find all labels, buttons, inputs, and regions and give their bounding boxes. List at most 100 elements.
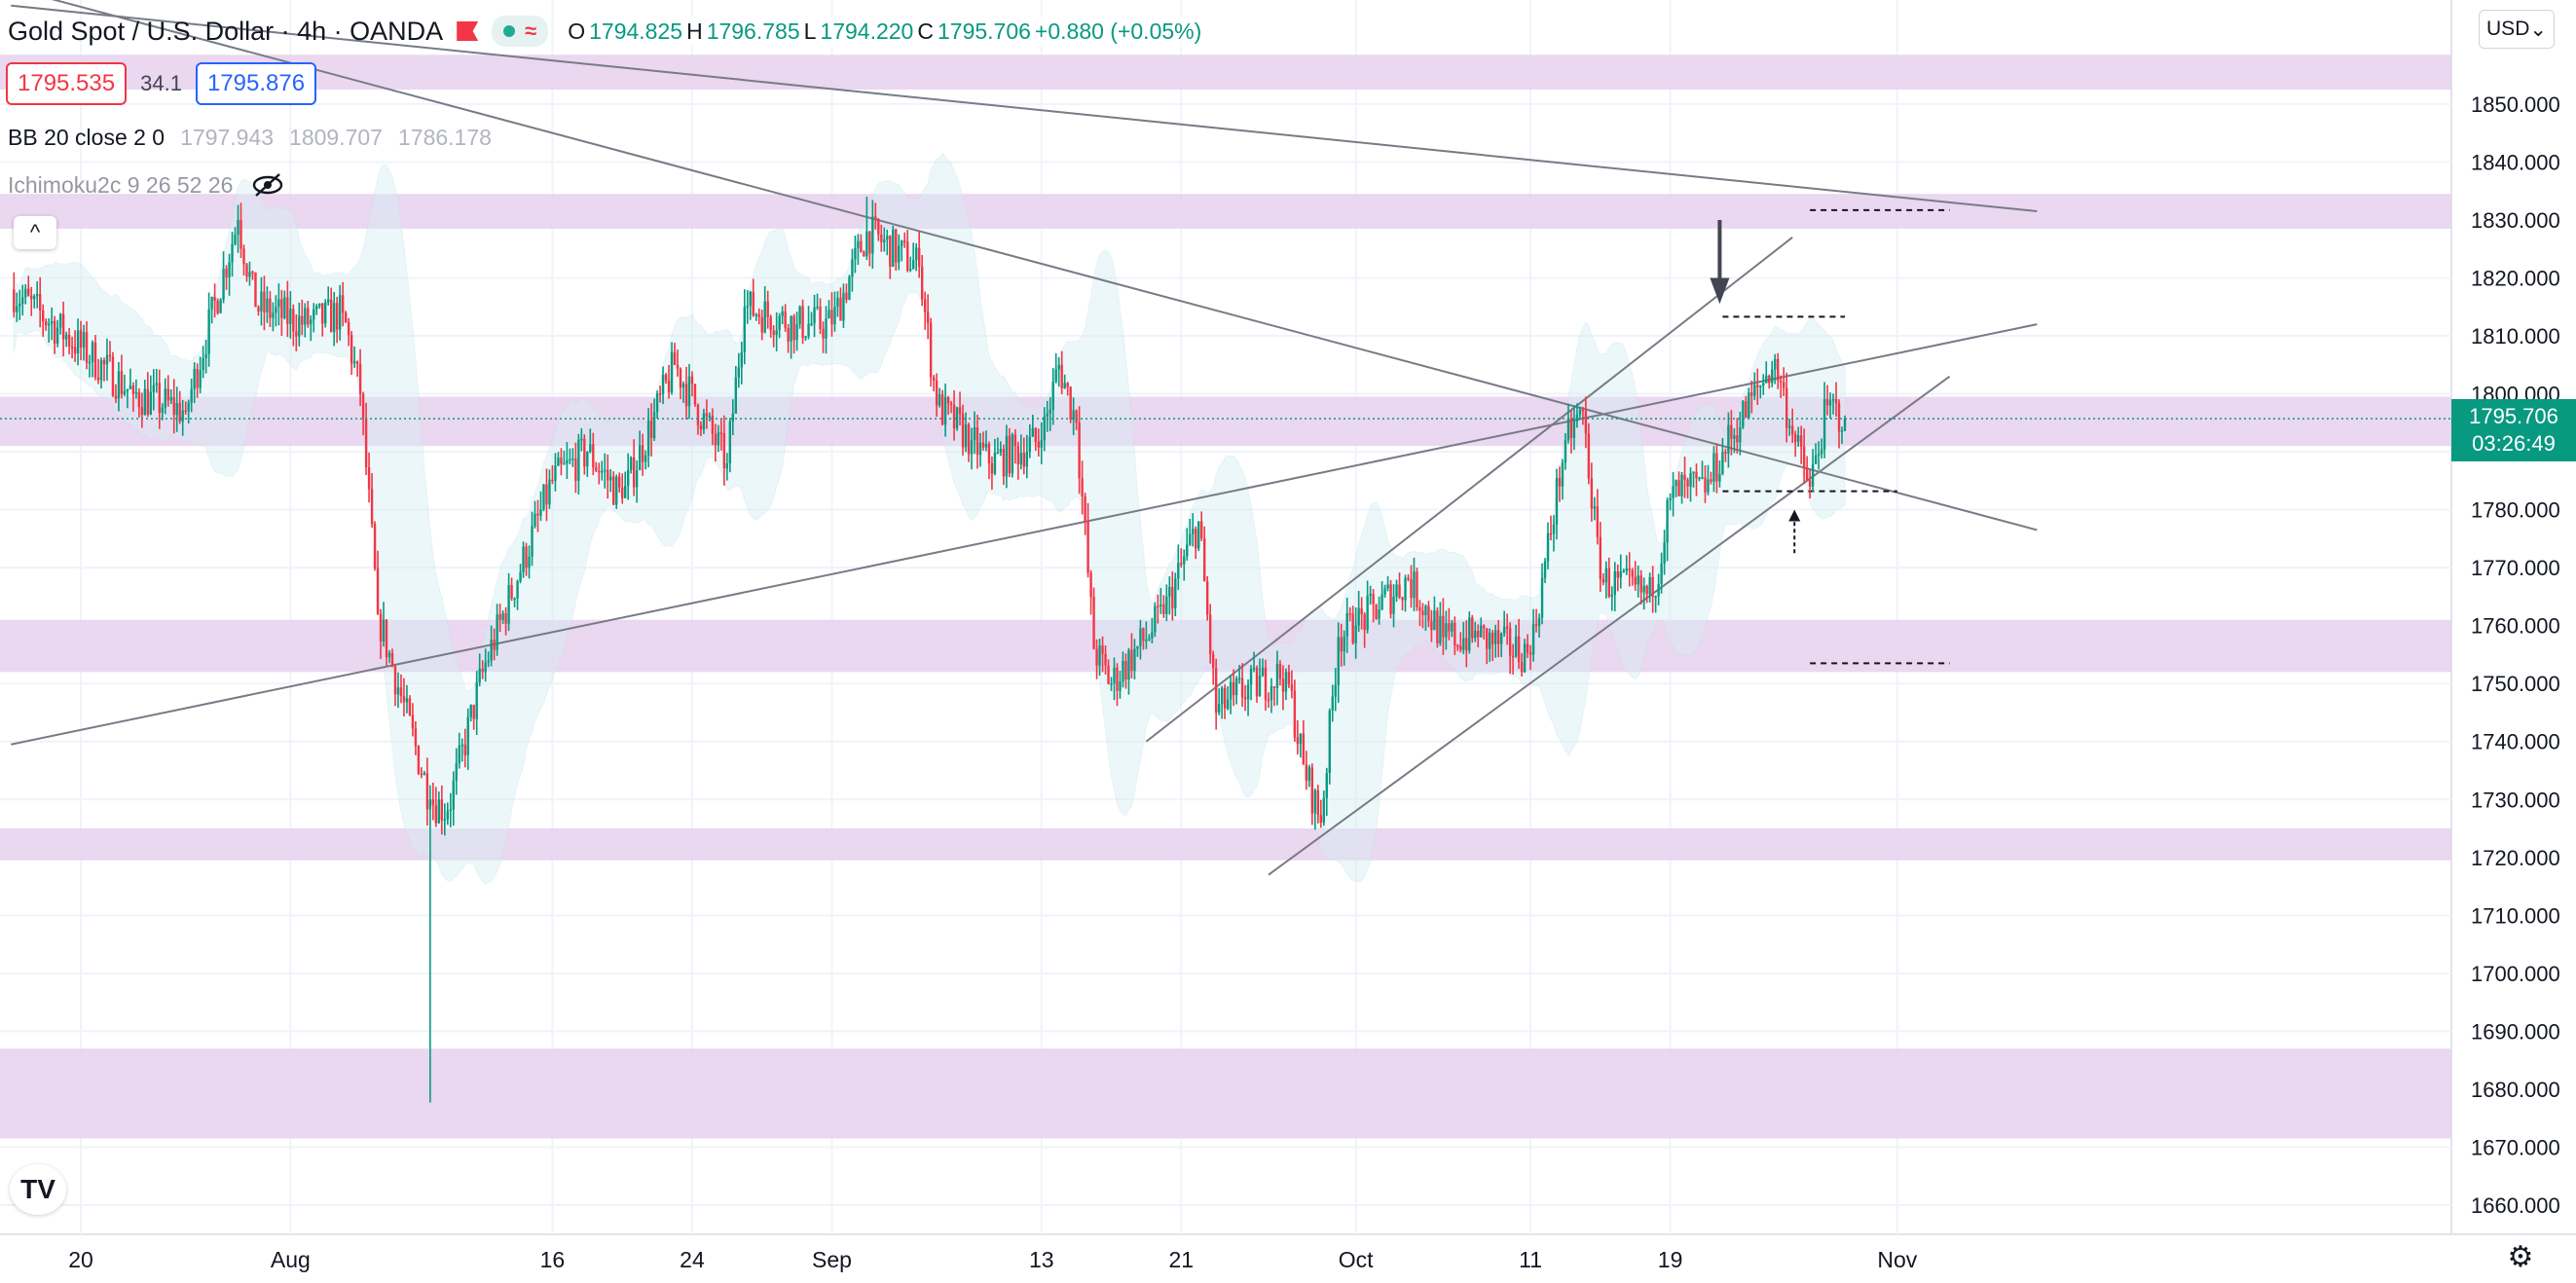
symbol-title[interactable]: Gold Spot / U.S. Dollar · 4h · OANDA [8,16,444,46]
candle-body [1534,624,1538,626]
ichimoku-indicator-legend[interactable]: Ichimoku2c 9 26 52 26 [8,171,287,199]
candle-body [1790,425,1794,435]
candle-body [1337,637,1340,685]
x-tick-label: Sep [812,1247,852,1272]
candle-body [210,297,213,310]
candle-body [1203,537,1206,582]
candle-body [1514,636,1518,657]
currency-selector[interactable]: USD ⌄ [2479,10,2555,49]
candle-body [1281,678,1285,692]
bollinger-cloud [13,153,1846,886]
candle-body [1351,613,1354,643]
candle-body [1604,568,1608,583]
candle-body [615,476,618,505]
candle-body [958,407,962,415]
candle-body [187,402,190,412]
x-tick-label: 21 [1168,1247,1194,1272]
candle-body [93,342,97,378]
candle-body [1759,385,1762,387]
candle-body [1710,479,1712,482]
candle-body [1113,667,1116,684]
candle-body [1572,421,1576,438]
y-tick-label: 1660.000 [2471,1193,2560,1218]
candle-body [1319,814,1322,824]
candle-body [1454,622,1456,646]
tradingview-logo-icon[interactable]: TV [10,1164,66,1215]
candle-body [478,668,481,683]
candle-body [1246,684,1250,700]
candle-body [684,384,688,407]
candle-body [734,377,738,414]
close-value: 1795.706 [937,18,1031,44]
candle-body [901,240,903,246]
candle-body [1092,596,1095,649]
candle-body [1171,586,1174,608]
candle-body [1343,636,1345,652]
candle-body [207,309,210,354]
candle-body [880,234,883,242]
candle-body [923,299,927,312]
candle-body [1107,665,1110,684]
price-zone [0,55,2451,91]
y-tick-label: 1810.000 [2471,324,2560,348]
candle-body [652,412,656,438]
gear-icon[interactable]: ⚙ [2507,1240,2534,1273]
candle-body [1389,584,1392,614]
bb-indicator-legend[interactable]: BB 20 close 2 0 1797.943 1809.707 1786.1… [8,125,492,151]
eye-off-icon[interactable] [248,171,287,199]
open-label: O [568,18,586,44]
candle-body [1808,480,1812,487]
candle-body [472,705,475,719]
collapse-legend-button[interactable]: ^ [14,216,56,249]
candle-body [405,698,409,703]
candle-body [1398,584,1401,598]
candle-body [1240,678,1244,698]
candle-body [225,269,228,277]
candle-body [1762,383,1765,386]
candle-body [344,312,348,323]
candle-body [164,388,166,408]
y-tick-label: 1780.000 [2471,498,2560,523]
candle-body [1733,435,1736,439]
candle-body [790,315,792,342]
candle-body [1686,479,1689,487]
candle-body [839,298,842,321]
candle-body [1730,424,1733,439]
y-tick-label: 1750.000 [2471,672,2560,696]
candle-body [1404,577,1407,601]
candle-body [1162,604,1165,614]
candle-body [766,301,769,317]
candle-body [1086,521,1089,573]
candle-body [955,407,959,429]
candle-body [161,407,164,413]
sell-button[interactable]: 1795.535 [6,62,128,105]
buy-button[interactable]: 1795.876 [195,62,317,105]
market-status[interactable]: ≈ [492,16,549,47]
candle-body [310,319,313,325]
candle-body [228,262,231,277]
candle-body [301,315,304,325]
candle-body [1133,648,1136,672]
candle-body [560,458,563,464]
candle-body [1392,597,1395,614]
candle-body [402,695,406,703]
y-tick-label: 1770.000 [2471,556,2560,580]
candle-body [1360,607,1363,615]
ichimoku-indicator-name: Ichimoku2c 9 26 52 26 [8,171,234,198]
candle-body [1331,696,1334,711]
candle-body [1258,676,1262,697]
candle-body [27,288,30,296]
candle-body [1025,452,1029,467]
candle-body [1043,416,1046,441]
x-tick-label: 20 [68,1247,93,1272]
candle-body [635,469,639,488]
flag-icon[interactable] [457,21,479,41]
candle-body [1372,594,1375,605]
candle-body [1264,667,1268,700]
candle-body [1642,585,1645,593]
candle-body [804,336,807,339]
candle-body [393,666,397,695]
candle-body [272,312,275,318]
candle-body [510,585,513,599]
